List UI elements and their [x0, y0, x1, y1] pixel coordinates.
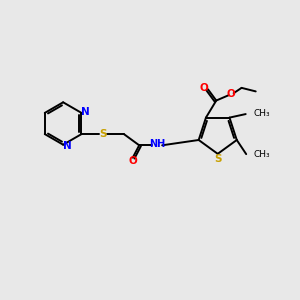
Text: O: O [200, 83, 208, 93]
Text: N: N [81, 107, 90, 117]
Text: S: S [99, 129, 106, 139]
Text: N: N [63, 141, 71, 151]
Text: CH₃: CH₃ [254, 150, 271, 159]
Text: CH₃: CH₃ [253, 109, 270, 118]
Text: O: O [226, 89, 235, 99]
Text: NH: NH [149, 139, 166, 149]
Text: O: O [128, 157, 137, 166]
Text: S: S [214, 154, 221, 164]
